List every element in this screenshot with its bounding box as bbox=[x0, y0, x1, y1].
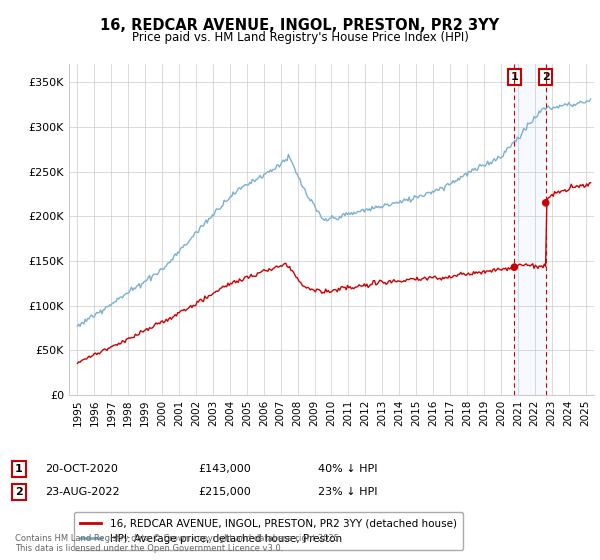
Text: £143,000: £143,000 bbox=[198, 464, 251, 474]
Text: 40% ↓ HPI: 40% ↓ HPI bbox=[318, 464, 377, 474]
Text: 20-OCT-2020: 20-OCT-2020 bbox=[45, 464, 118, 474]
Point bbox=[541, 198, 551, 207]
Text: 23% ↓ HPI: 23% ↓ HPI bbox=[318, 487, 377, 497]
Text: £215,000: £215,000 bbox=[198, 487, 251, 497]
Text: Contains HM Land Registry data © Crown copyright and database right 2025.
This d: Contains HM Land Registry data © Crown c… bbox=[15, 534, 341, 553]
Text: 23-AUG-2022: 23-AUG-2022 bbox=[45, 487, 119, 497]
Text: 2: 2 bbox=[15, 487, 23, 497]
Legend: 16, REDCAR AVENUE, INGOL, PRESTON, PR2 3YY (detached house), HPI: Average price,: 16, REDCAR AVENUE, INGOL, PRESTON, PR2 3… bbox=[74, 512, 463, 550]
Text: 16, REDCAR AVENUE, INGOL, PRESTON, PR2 3YY: 16, REDCAR AVENUE, INGOL, PRESTON, PR2 3… bbox=[100, 18, 500, 33]
Point bbox=[509, 263, 519, 272]
Text: Price paid vs. HM Land Registry's House Price Index (HPI): Price paid vs. HM Land Registry's House … bbox=[131, 31, 469, 44]
Text: 2: 2 bbox=[542, 72, 550, 82]
Text: 1: 1 bbox=[15, 464, 23, 474]
Text: 1: 1 bbox=[511, 72, 518, 82]
Bar bbox=[514, 64, 546, 395]
